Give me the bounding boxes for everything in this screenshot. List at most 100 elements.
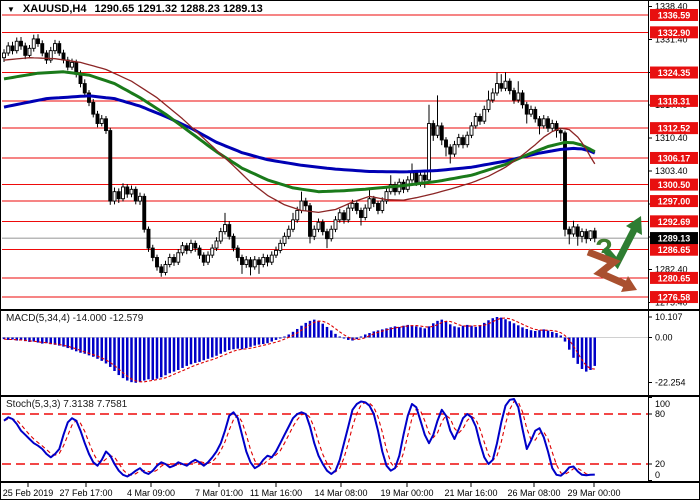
candle-body <box>469 125 474 136</box>
macd-bar <box>546 330 550 338</box>
macd-bar <box>151 337 154 380</box>
candle-body <box>231 235 236 249</box>
candle-body <box>112 191 117 202</box>
candle-body <box>197 247 202 256</box>
price-tick-label: 1331.40 <box>655 34 688 44</box>
macd-bar <box>70 337 74 350</box>
candle-body <box>44 52 49 61</box>
macd-bar <box>317 320 320 338</box>
candle-body <box>376 202 380 211</box>
candle-body <box>159 266 164 273</box>
candle-body <box>31 38 36 49</box>
macd-bar <box>393 326 397 338</box>
macd-bar <box>109 337 112 367</box>
macd-bar <box>398 326 401 338</box>
macd-bar <box>559 335 562 338</box>
chart-title-symbol: XAUUSD,H4 <box>22 3 87 15</box>
price-level-label-box <box>650 291 698 304</box>
candle-body <box>257 259 261 265</box>
down-arrow-annotation[interactable] <box>586 248 637 292</box>
candle-body <box>346 207 351 221</box>
candle-body <box>155 257 159 268</box>
candle-body <box>176 252 181 263</box>
macd-bar <box>457 327 460 338</box>
macd-bar <box>580 337 584 369</box>
candle-body <box>567 228 572 235</box>
candle-body <box>473 116 478 127</box>
candle-body <box>261 257 266 265</box>
candle-body <box>371 198 376 204</box>
candle-body <box>575 226 580 237</box>
macd-bar <box>121 337 125 379</box>
candle-body <box>218 231 223 242</box>
macd-bar <box>466 324 469 338</box>
macd-bar <box>262 337 265 344</box>
candle-body <box>172 257 176 263</box>
macd-bar <box>185 337 188 366</box>
macd-bar <box>147 337 150 380</box>
macd-bar <box>58 337 61 346</box>
candle-body <box>104 118 108 132</box>
macd-bar <box>223 337 227 352</box>
candle-body <box>499 83 504 89</box>
main-chart-surface[interactable] <box>2 1 648 309</box>
macd-bar <box>308 320 312 338</box>
macd-bar <box>181 337 184 368</box>
macd-bar <box>32 337 35 342</box>
macd-bar <box>576 337 579 364</box>
macd-bar <box>436 320 439 338</box>
down-arrow-head <box>621 276 637 292</box>
candle-body <box>163 264 168 273</box>
candle-body <box>150 247 155 258</box>
candle-body <box>201 254 206 263</box>
price-level-label-box <box>650 151 698 164</box>
stoch-level-lines <box>2 413 648 465</box>
candle-body <box>563 132 567 230</box>
macd-bar <box>160 337 163 378</box>
macd-bar <box>474 326 477 338</box>
macd-bar <box>232 337 235 350</box>
macd-bar <box>168 337 171 374</box>
up-arrow-head <box>626 216 642 235</box>
candle-body <box>363 207 368 218</box>
macd-bar <box>75 337 78 352</box>
candle-body <box>337 212 342 221</box>
macd-bar <box>211 337 214 358</box>
ma-blue-slow-line <box>3 94 596 174</box>
candle-body <box>448 146 453 155</box>
candle-body <box>588 230 593 240</box>
macd-bar <box>534 331 537 338</box>
candle-body <box>91 101 96 115</box>
candle-body <box>507 80 512 92</box>
macd-axis: 10.107 0.00 -22.254 <box>648 312 686 388</box>
candle-body <box>61 52 66 61</box>
macd-signal-path <box>3 317 595 383</box>
candle-body <box>592 230 597 239</box>
macd-bar <box>525 328 528 338</box>
candle-body <box>312 228 317 237</box>
ma-blue-slow <box>3 94 596 174</box>
ma-red-fast-line <box>3 57 596 214</box>
macd-bar <box>330 330 333 338</box>
price-level-label-box <box>650 271 698 284</box>
candle-body <box>414 172 419 183</box>
macd-bar <box>202 337 205 361</box>
candle-body <box>40 43 45 54</box>
time-axis[interactable]: 25 Feb 2019 27 Feb 17:00 4 Mar 09:00 7 Mar … <box>3 483 621 498</box>
macd-bar <box>100 337 103 361</box>
candle-body <box>299 200 304 211</box>
macd-bar <box>500 317 503 338</box>
macd-bar <box>62 337 65 347</box>
macd-bar <box>542 329 545 338</box>
macd-bar <box>300 325 303 338</box>
macd-bar <box>126 337 129 381</box>
macd-bar <box>274 337 278 340</box>
candle-body <box>265 257 270 263</box>
candle-body <box>223 224 227 233</box>
candle-body <box>503 80 508 89</box>
panel-frame <box>1 1 699 483</box>
price-tick-label: 1338.40 <box>655 1 688 11</box>
